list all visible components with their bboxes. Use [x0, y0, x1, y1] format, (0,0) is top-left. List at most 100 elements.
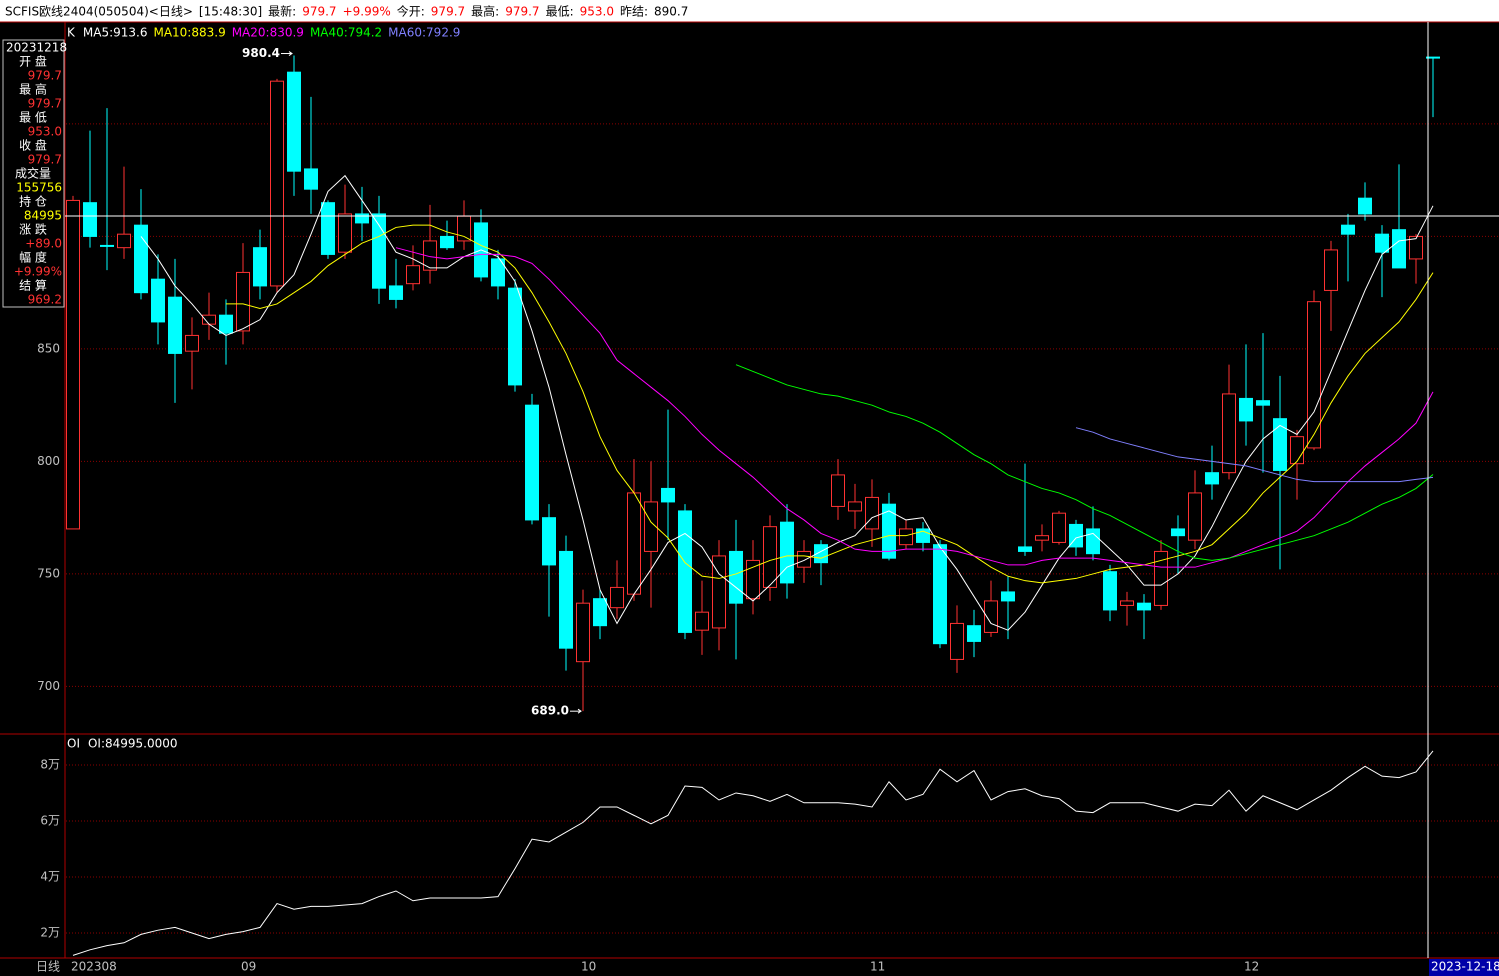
y-tick-label: 8万	[40, 757, 60, 771]
legend-entry: MA20:830.9	[232, 26, 304, 40]
candle-body	[967, 625, 981, 642]
candle-body	[1324, 249, 1338, 291]
annotation-arrowhead	[288, 51, 293, 56]
header-item: 979.7	[505, 5, 539, 19]
info-value: 953.0	[28, 125, 62, 139]
series-line	[226, 224, 1434, 584]
candle-body	[1086, 528, 1100, 555]
candle-body	[151, 278, 165, 323]
candle-body	[1171, 528, 1185, 537]
text-layer: SCFIS欧线2404(050504)<日线> [15:48:30] 最新: 979.…	[5, 4, 1259, 974]
candle-body	[185, 334, 199, 352]
candle-body	[355, 213, 369, 224]
legend-entry: OI:84995.0000	[88, 737, 178, 751]
series-line	[72, 750, 1434, 956]
candle-body	[508, 287, 522, 386]
y-tick-label: 4万	[40, 869, 60, 883]
candle-body	[1222, 393, 1236, 474]
candle-body	[253, 247, 267, 287]
candle-body	[593, 598, 607, 627]
header-bar	[0, 0, 1499, 22]
candle-body	[491, 258, 505, 287]
candle-body	[1188, 492, 1202, 541]
candle-body	[763, 526, 777, 588]
y-tick-label: 2万	[40, 925, 60, 939]
series-line	[735, 364, 1434, 561]
candle-body	[1409, 235, 1423, 260]
candle-body	[644, 501, 658, 552]
candle-body	[338, 213, 352, 253]
header-item: 最高:	[471, 4, 499, 19]
candle-body	[797, 550, 811, 568]
info-value: 979.7	[28, 69, 62, 83]
candle-body	[1052, 512, 1066, 543]
y-tick-label: 6万	[40, 813, 60, 827]
candle-body	[457, 215, 471, 242]
candle-body	[1307, 301, 1321, 449]
header-item: 昨结:	[620, 5, 648, 19]
candle-body	[270, 80, 284, 287]
candle-body	[865, 496, 879, 530]
candle-body	[1103, 571, 1117, 611]
x-tick-label: 10	[581, 960, 596, 974]
legend-title: OI	[67, 737, 80, 751]
info-label: 开 盘	[19, 54, 47, 69]
candle-body	[202, 314, 216, 325]
annotation-arrowhead	[577, 708, 582, 714]
candle-body	[780, 521, 794, 584]
x-tick-label: 12	[1244, 960, 1259, 974]
candle-body	[933, 544, 947, 645]
candle-body	[1375, 233, 1389, 253]
annotation: 689.0	[531, 704, 569, 718]
candle-body	[576, 602, 590, 663]
candle-body	[950, 622, 964, 660]
info-value: +89.0	[25, 237, 62, 251]
legend-entry: MA5:913.6	[83, 26, 148, 40]
candle-body	[1239, 397, 1253, 422]
y-tick-label: 750	[37, 566, 60, 580]
candle-body	[134, 224, 148, 294]
y-tick-label: 850	[37, 341, 60, 355]
info-value: 84995	[24, 209, 62, 223]
series-line	[140, 174, 1434, 631]
info-panel	[2, 39, 65, 308]
candle-body	[882, 503, 896, 559]
info-label: 涨 跌	[19, 222, 47, 237]
header-item: SCFIS欧线2404(050504)<日线>	[5, 5, 193, 19]
info-value: 969.2	[28, 293, 62, 307]
marks-layer	[66, 55, 1440, 956]
candle-body	[1392, 229, 1406, 269]
candle-body	[1035, 535, 1049, 541]
candle-body	[627, 492, 641, 595]
cursor-date-box	[1429, 959, 1499, 976]
candle-body	[1256, 400, 1270, 406]
legend-entry: MA40:794.2	[310, 26, 382, 40]
candle-body	[559, 550, 573, 649]
candle-body	[168, 296, 182, 354]
info-label: 最 高	[19, 82, 47, 97]
header-item: 最低:	[546, 5, 574, 19]
x-tick-label: 09	[241, 960, 256, 974]
candle-body	[1137, 602, 1151, 611]
header-item: 953.0	[580, 5, 614, 19]
candle-body	[117, 233, 131, 249]
candle-body	[746, 559, 760, 600]
annotation: 980.4	[242, 46, 280, 60]
series-line	[1075, 427, 1434, 483]
candle-body	[525, 404, 539, 521]
candle-body	[372, 213, 386, 289]
candle-body	[712, 555, 726, 629]
header-item: [15:48:30]	[199, 5, 262, 19]
legend-entry: MA10:883.9	[153, 26, 225, 40]
candle-body	[389, 285, 403, 300]
header-item: +9.99%	[343, 5, 391, 19]
candle-body	[695, 611, 709, 631]
period-label: 日线	[36, 960, 60, 974]
x-tick-label: 202308	[71, 960, 117, 974]
candle-body	[610, 586, 624, 609]
candle-body	[1205, 472, 1219, 485]
cursor-date: 2023-12-18(	[1431, 960, 1499, 974]
candle-body	[423, 240, 437, 271]
